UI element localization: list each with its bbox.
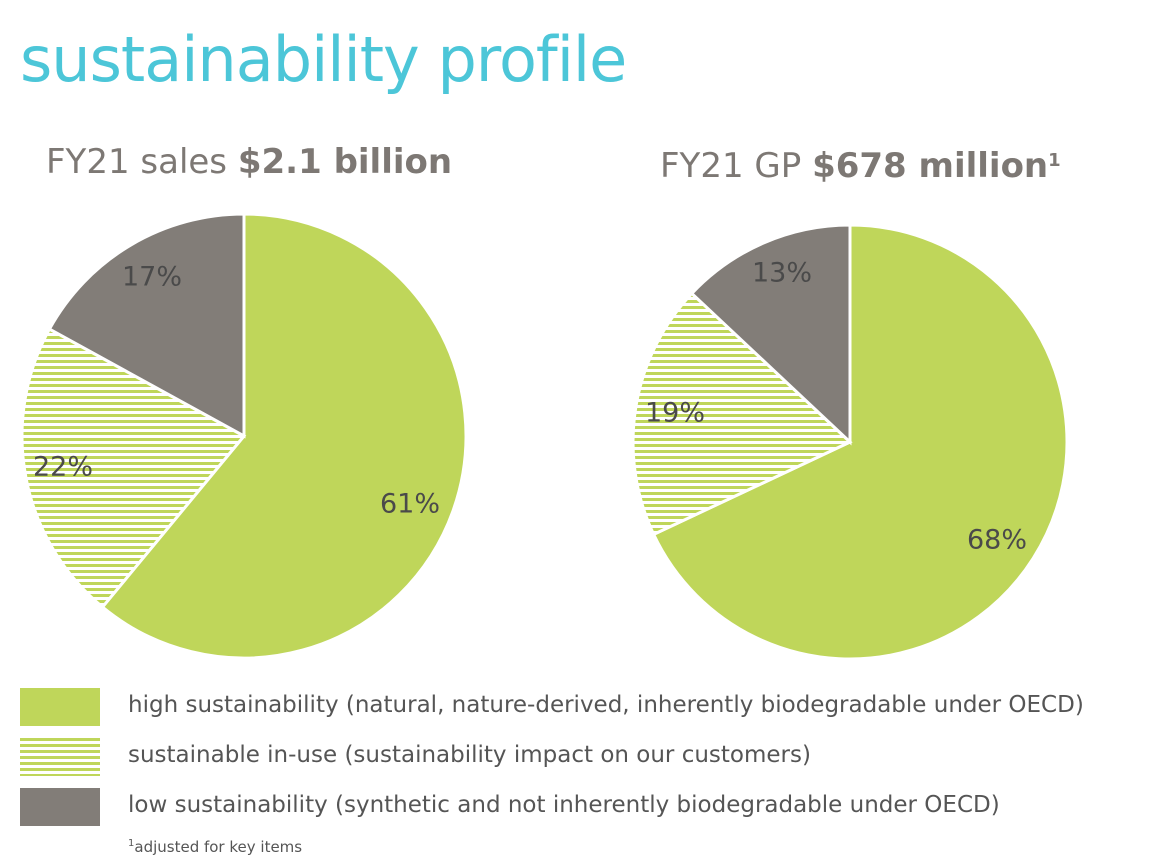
legend-item-low: low sustainability (synthetic and not in… xyxy=(20,788,1120,828)
pie-slice-label-in-use: 22% xyxy=(33,452,93,483)
footnote-text: adjusted for key items xyxy=(134,838,303,856)
chart-title-value: $2.1 billion xyxy=(237,142,453,182)
chart-title-sales: FY21 sales $2.1 billion xyxy=(46,142,452,182)
pie-slice-high xyxy=(100,212,468,660)
legend-label-low: low sustainability (synthetic and not in… xyxy=(128,792,1000,818)
pie-slice-label-high: 68% xyxy=(967,525,1027,556)
chart-title-prefix: FY21 sales xyxy=(46,142,238,182)
chart-title-gp: FY21 GP $678 million1 xyxy=(660,146,1061,186)
legend-swatch-low xyxy=(20,788,100,826)
legend-item-in-use: sustainable in-use (sustainability impac… xyxy=(20,738,1120,778)
legend-label-in-use: sustainable in-use (sustainability impac… xyxy=(128,742,811,768)
legend-item-high: high sustainability (natural, nature-der… xyxy=(20,688,1120,728)
pie-slice-in-use xyxy=(631,291,853,537)
legend-swatch-in-use xyxy=(20,738,100,776)
pie-slice-label-high: 61% xyxy=(380,489,440,520)
pie-slice-high xyxy=(651,223,1069,661)
pie-slice-in-use xyxy=(20,327,247,610)
pie-slice-label-in-use: 19% xyxy=(645,398,705,429)
legend-label-high: high sustainability (natural, nature-der… xyxy=(128,692,1084,718)
pie-slice-label-low: 13% xyxy=(752,258,812,289)
page-title: sustainability profile xyxy=(20,23,627,96)
footnote-marker: 1 xyxy=(128,838,135,849)
pie-slice-low xyxy=(689,223,852,446)
chart-title-value: $678 million xyxy=(812,146,1049,186)
pie-chart-gp-slices: 68% 19% 13% xyxy=(631,223,1069,661)
legend-swatch-high xyxy=(20,688,100,726)
footnote: 1adjusted for key items xyxy=(128,838,302,856)
pie-slice-label-low: 17% xyxy=(122,262,182,293)
pie-slice-low xyxy=(47,212,246,439)
footnote-marker: 1 xyxy=(1048,150,1061,171)
chart-title-prefix: FY21 GP xyxy=(660,146,813,186)
pie-chart-sales-slices: 61% 22% 17% xyxy=(20,212,468,660)
